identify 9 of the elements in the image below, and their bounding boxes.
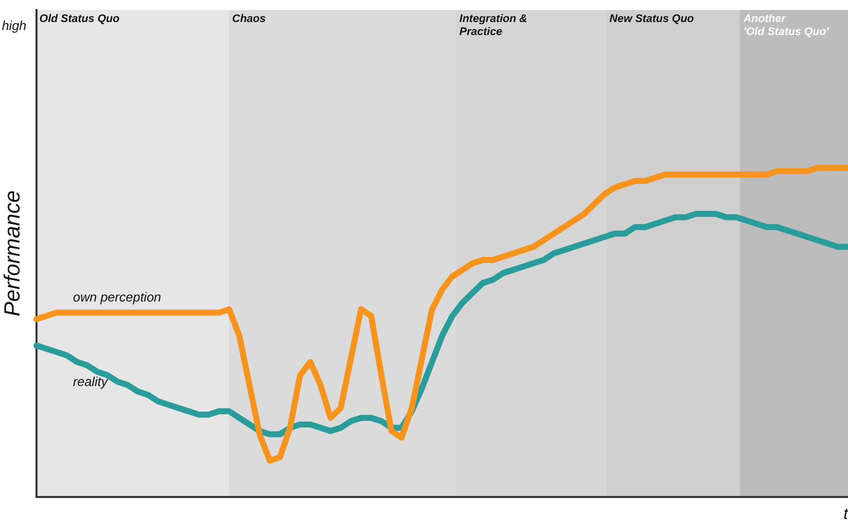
series-label: reality bbox=[72, 374, 110, 390]
series-label: own perception bbox=[72, 290, 162, 305]
text: Old Status Quo bbox=[39, 13, 120, 26]
text: New Status Quo bbox=[610, 13, 694, 26]
y-axis-title: Performance bbox=[0, 190, 24, 316]
text: Integration & Practice bbox=[459, 13, 528, 39]
text: Chaos bbox=[232, 13, 266, 26]
text: Another 'Old Status Quo' bbox=[743, 13, 829, 39]
text: high bbox=[2, 18, 26, 34]
